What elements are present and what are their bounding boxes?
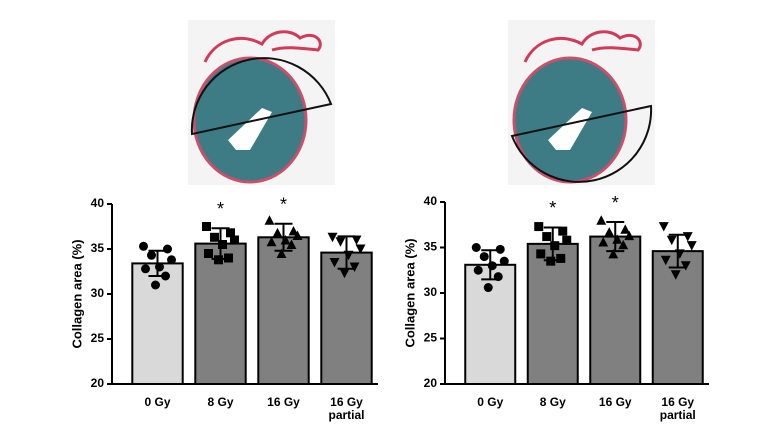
data-point <box>612 234 623 244</box>
x-tick-label: 0 Gy <box>144 395 171 409</box>
data-point <box>151 280 160 290</box>
data-point <box>499 256 509 266</box>
data-point <box>556 253 566 263</box>
data-point <box>335 237 346 247</box>
data-point <box>272 227 283 238</box>
data-point <box>686 241 697 251</box>
bar <box>257 236 310 385</box>
data-point <box>280 235 291 245</box>
y-tick-label: 30 <box>424 285 438 299</box>
data-point <box>608 248 619 259</box>
data-point <box>141 264 150 274</box>
x-tick-label: 16 Gy <box>267 395 300 409</box>
y-tick-label: 35 <box>91 241 105 255</box>
data-point <box>534 222 544 232</box>
data-point <box>202 222 211 231</box>
data-point <box>226 228 235 238</box>
data-point <box>351 235 362 245</box>
histology-image <box>188 20 335 185</box>
bar <box>464 263 517 386</box>
data-point <box>658 222 669 232</box>
data-point <box>161 271 170 281</box>
data-point <box>620 224 631 234</box>
bar <box>320 251 373 385</box>
y-tick-label: 40 <box>91 196 105 210</box>
data-point <box>479 252 489 262</box>
data-point <box>542 232 552 242</box>
data-point <box>147 250 156 260</box>
y-tick-label: 20 <box>424 376 438 390</box>
data-point <box>558 226 568 236</box>
data-point <box>210 232 219 242</box>
data-point <box>487 261 497 271</box>
data-point <box>618 239 629 250</box>
significance-marker: * <box>612 193 619 213</box>
data-point <box>666 235 677 246</box>
data-point <box>288 226 299 236</box>
data-point <box>266 236 277 247</box>
data-point <box>660 255 671 266</box>
y-tick-label: 30 <box>91 286 105 300</box>
x-tick-label: 8 Gy <box>207 395 234 409</box>
data-point <box>355 244 366 254</box>
data-point <box>224 253 233 263</box>
histology-image <box>508 20 655 185</box>
data-point <box>230 235 239 245</box>
data-point <box>214 255 223 265</box>
data-point <box>483 283 493 293</box>
y-tick-label: 20 <box>91 376 105 390</box>
data-point <box>327 232 338 243</box>
data-point <box>680 261 691 271</box>
data-point <box>276 248 287 258</box>
data-point <box>562 235 572 245</box>
significance-marker: * <box>549 198 556 218</box>
data-point <box>204 249 213 258</box>
x-tick-label: 16 Gy partial <box>328 395 365 422</box>
x-tick-label: 8 Gy <box>539 395 566 409</box>
data-point <box>546 256 556 266</box>
data-point <box>264 215 275 225</box>
data-point <box>604 227 615 237</box>
data-point <box>471 243 481 252</box>
significance-marker: * <box>217 199 224 219</box>
data-point <box>155 262 164 272</box>
data-point <box>139 241 148 251</box>
data-point <box>329 258 340 268</box>
data-point <box>339 268 350 279</box>
data-point <box>292 230 303 240</box>
data-point <box>598 237 609 247</box>
data-point <box>682 232 693 242</box>
data-point <box>596 215 607 225</box>
bar <box>526 242 579 385</box>
data-point <box>670 270 681 280</box>
y-tick-label: 25 <box>91 331 105 345</box>
y-axis-label: Collagen area (%) <box>69 239 84 348</box>
data-point <box>167 255 176 265</box>
y-tick-label: 25 <box>424 331 438 345</box>
y-tick-label: 35 <box>424 240 438 254</box>
data-point <box>349 262 360 272</box>
data-point <box>493 272 503 282</box>
data-point <box>495 244 505 254</box>
data-point <box>286 239 297 249</box>
significance-marker: * <box>280 195 287 215</box>
data-point <box>550 241 560 251</box>
x-tick-label: 0 Gy <box>477 395 504 409</box>
x-tick-label: 16 Gy <box>598 395 632 409</box>
bar <box>194 242 247 385</box>
bar <box>589 235 642 385</box>
data-point <box>674 249 685 259</box>
x-tick-label: 16 Gy partial <box>659 395 696 422</box>
data-point <box>473 265 483 275</box>
data-point <box>343 250 354 261</box>
y-tick-label: 40 <box>424 194 438 208</box>
data-point <box>624 230 635 241</box>
y-axis-label: Collagen area (%) <box>402 238 417 347</box>
data-point <box>218 240 227 249</box>
data-point <box>536 249 546 259</box>
data-point <box>163 244 172 254</box>
